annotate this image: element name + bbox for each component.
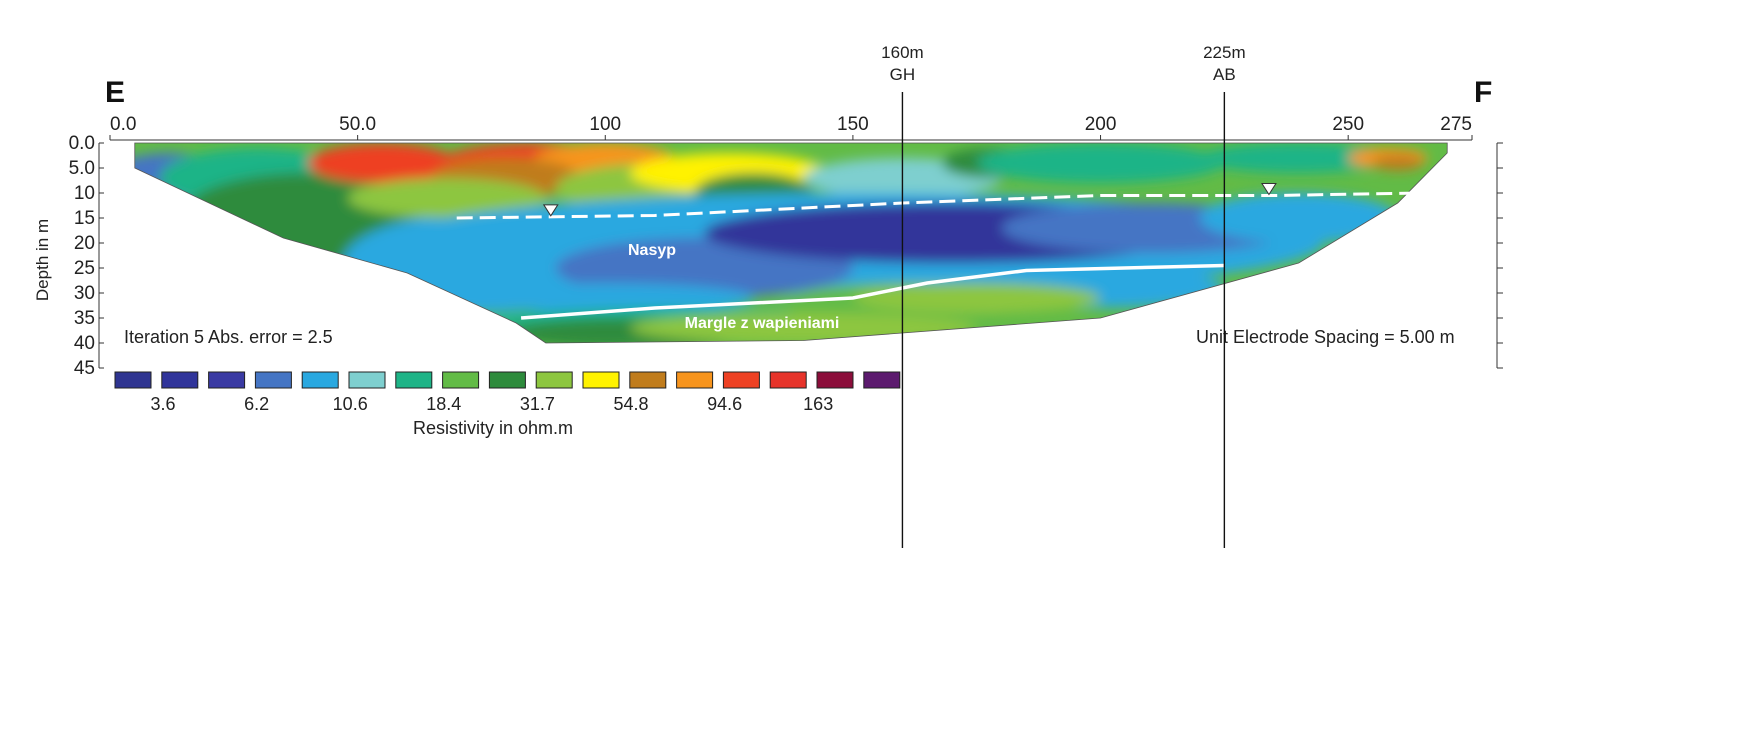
x-tick-label: 250 bbox=[1332, 114, 1364, 135]
colorbar-label: 18.4 bbox=[426, 394, 461, 414]
y-tick-label: 20 bbox=[74, 233, 95, 254]
marker-label-top: 225m bbox=[1203, 43, 1246, 62]
x-tick-label: 0.0 bbox=[110, 114, 136, 135]
spacing-note: Unit Electrode Spacing = 5.00 m bbox=[1196, 327, 1455, 347]
marker-label-bottom: GH bbox=[890, 65, 916, 84]
colorbar-swatch bbox=[676, 371, 714, 389]
colorbar-swatch bbox=[722, 371, 760, 389]
colorbar-swatch bbox=[254, 371, 292, 389]
y-axis-left: 0.0 5.0 10 15 20 25 30 35 40 45 bbox=[69, 133, 104, 379]
endpoint-left-label: E bbox=[105, 76, 125, 109]
x-tick-label: 275 bbox=[1440, 114, 1472, 135]
x-axis: 0.0 50.0 100 150 200 250 275 bbox=[109, 114, 1473, 141]
colorbar-swatch bbox=[629, 371, 667, 389]
y-axis-right bbox=[1496, 142, 1503, 369]
section-outline bbox=[134, 142, 1448, 344]
x-tick-label: 50.0 bbox=[339, 114, 376, 135]
y-tick-label: 45 bbox=[74, 358, 95, 379]
colorbar-swatch bbox=[114, 371, 152, 389]
y-tick-label: 25 bbox=[74, 258, 95, 279]
x-tick-label: 150 bbox=[837, 114, 869, 135]
resistivity-zone bbox=[347, 178, 546, 218]
colorbar-label: 6.2 bbox=[244, 394, 269, 414]
y-tick-label: 35 bbox=[74, 308, 95, 329]
colorbar-swatch bbox=[769, 371, 807, 389]
resistivity-zone bbox=[852, 283, 1101, 313]
water-table-line bbox=[456, 191, 1423, 220]
colorbar-swatch bbox=[535, 371, 573, 389]
colorbar-swatch bbox=[582, 371, 620, 389]
layer-label-upper: Nasyp bbox=[628, 242, 676, 259]
colorbar: 3.6 6.2 10.6 18.4 31.7 54.8 94.6 163 bbox=[114, 371, 901, 414]
colorbar-label: 163 bbox=[803, 394, 833, 414]
layer-label-lower: Margle z wapieniami bbox=[685, 315, 840, 332]
marker-label-bottom: AB bbox=[1213, 65, 1236, 84]
resistivity-zone bbox=[976, 143, 1225, 183]
y-tick-label: 10 bbox=[74, 183, 95, 204]
colorbar-swatch bbox=[442, 371, 480, 389]
resistivity-zone bbox=[308, 143, 457, 183]
resistivity-zone bbox=[1199, 193, 1398, 243]
water-table-symbol bbox=[542, 204, 559, 217]
colorbar-label: 31.7 bbox=[520, 394, 555, 414]
resistivity-zone bbox=[1199, 143, 1398, 173]
colorbar-label: 3.6 bbox=[150, 394, 175, 414]
colorbar-swatch bbox=[863, 371, 901, 389]
y-tick-label: 15 bbox=[74, 208, 95, 229]
layer-boundary-line bbox=[520, 263, 1225, 320]
position-markers: 160m GH 225m AB bbox=[881, 43, 1246, 548]
y-axis-title: Depth in m bbox=[33, 219, 52, 301]
colorbar-swatch bbox=[161, 371, 199, 389]
y-tick-label: 40 bbox=[74, 333, 95, 354]
resistivity-zone bbox=[1372, 155, 1423, 171]
colorbar-swatch bbox=[488, 371, 526, 389]
colorbar-label: 94.6 bbox=[707, 394, 742, 414]
x-tick-label: 200 bbox=[1085, 114, 1117, 135]
y-tick-label: 0.0 bbox=[69, 133, 95, 154]
colorbar-swatch bbox=[348, 371, 386, 389]
colorbar-swatch bbox=[301, 371, 339, 389]
colorbar-swatch bbox=[208, 371, 246, 389]
marker-label-top: 160m bbox=[881, 43, 924, 62]
colorbar-label: 54.8 bbox=[613, 394, 648, 414]
endpoint-right-label: F bbox=[1474, 76, 1492, 109]
colorbar-label: 10.6 bbox=[333, 394, 368, 414]
colorbar-swatch bbox=[395, 371, 433, 389]
y-tick-label: 5.0 bbox=[69, 158, 95, 179]
water-table-symbols bbox=[542, 183, 1277, 217]
colorbar-title: Resistivity in ohm.m bbox=[413, 418, 573, 438]
water-table-symbol bbox=[1261, 183, 1277, 196]
colorbar-swatch bbox=[816, 371, 854, 389]
x-tick-label: 100 bbox=[589, 114, 621, 135]
iteration-note: Iteration 5 Abs. error = 2.5 bbox=[124, 327, 333, 347]
y-tick-label: 30 bbox=[74, 283, 95, 304]
